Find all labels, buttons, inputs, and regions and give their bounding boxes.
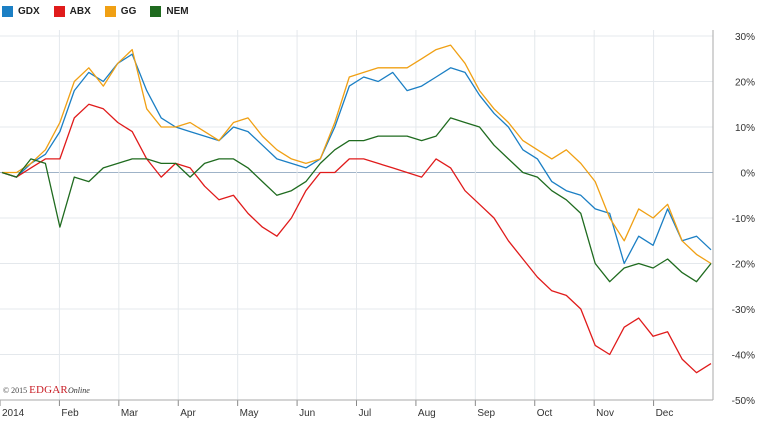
grid <box>0 30 713 401</box>
legend-item-abx[interactable]: ABX <box>52 5 91 17</box>
x-tick-label: Feb <box>61 408 79 419</box>
y-tick-label: 30% <box>735 32 755 43</box>
legend-label: ABX <box>69 5 91 17</box>
legend-label: NEM <box>166 5 189 17</box>
brand-logo-text: EDGAR <box>29 384 68 396</box>
legend-swatch <box>150 5 162 17</box>
legend-swatch <box>53 5 65 17</box>
x-tick-label: Apr <box>180 408 196 419</box>
y-tick-label: -20% <box>732 260 755 271</box>
x-tick-label: Oct <box>537 408 553 419</box>
series-line-abx <box>1 103 712 374</box>
x-tick-label: Nov <box>596 408 614 419</box>
y-tick-label: -50% <box>732 396 755 407</box>
y-tick-label: -30% <box>732 305 755 316</box>
legend-label: GG <box>120 5 137 17</box>
legend-item-nem[interactable]: NEM <box>148 5 189 17</box>
y-tick-label: 20% <box>735 78 755 89</box>
copyright-year: © 2015 <box>3 386 28 395</box>
x-tick-label: Jul <box>359 408 372 419</box>
x-tick-label: Dec <box>656 408 674 419</box>
y-tick-label: -40% <box>732 351 755 362</box>
y-tick-label: 10% <box>735 123 755 134</box>
series-lines <box>1 44 712 374</box>
series-line-nem <box>1 117 712 283</box>
x-tick-label: May <box>240 408 259 419</box>
brand-suffix: Online <box>67 386 90 395</box>
x-tick-label: Sep <box>477 408 495 419</box>
x-tick-label: 2014 <box>2 408 25 419</box>
x-tick-label: Jun <box>299 408 315 419</box>
axes: 30% 20% 10% 0% -10% -20% -30% -40% -50% 2014 Feb Ma… <box>0 30 755 419</box>
legend-item-gdx[interactable]: GDX <box>0 5 40 17</box>
copyright-notice: © 2015 EDGAROnline <box>3 384 90 396</box>
y-tick-label: -10% <box>732 214 755 225</box>
legend-label: GDX <box>18 5 40 17</box>
legend-swatch <box>104 5 116 17</box>
x-tick-label: Aug <box>418 408 436 419</box>
y-tick-label: 0% <box>741 169 756 180</box>
x-tick-label: Mar <box>121 408 139 419</box>
series-line-gg <box>2 44 712 265</box>
legend: GDX ABX GG NEM <box>0 0 201 22</box>
legend-swatch <box>2 5 13 17</box>
legend-item-gg[interactable]: GG <box>103 5 137 17</box>
